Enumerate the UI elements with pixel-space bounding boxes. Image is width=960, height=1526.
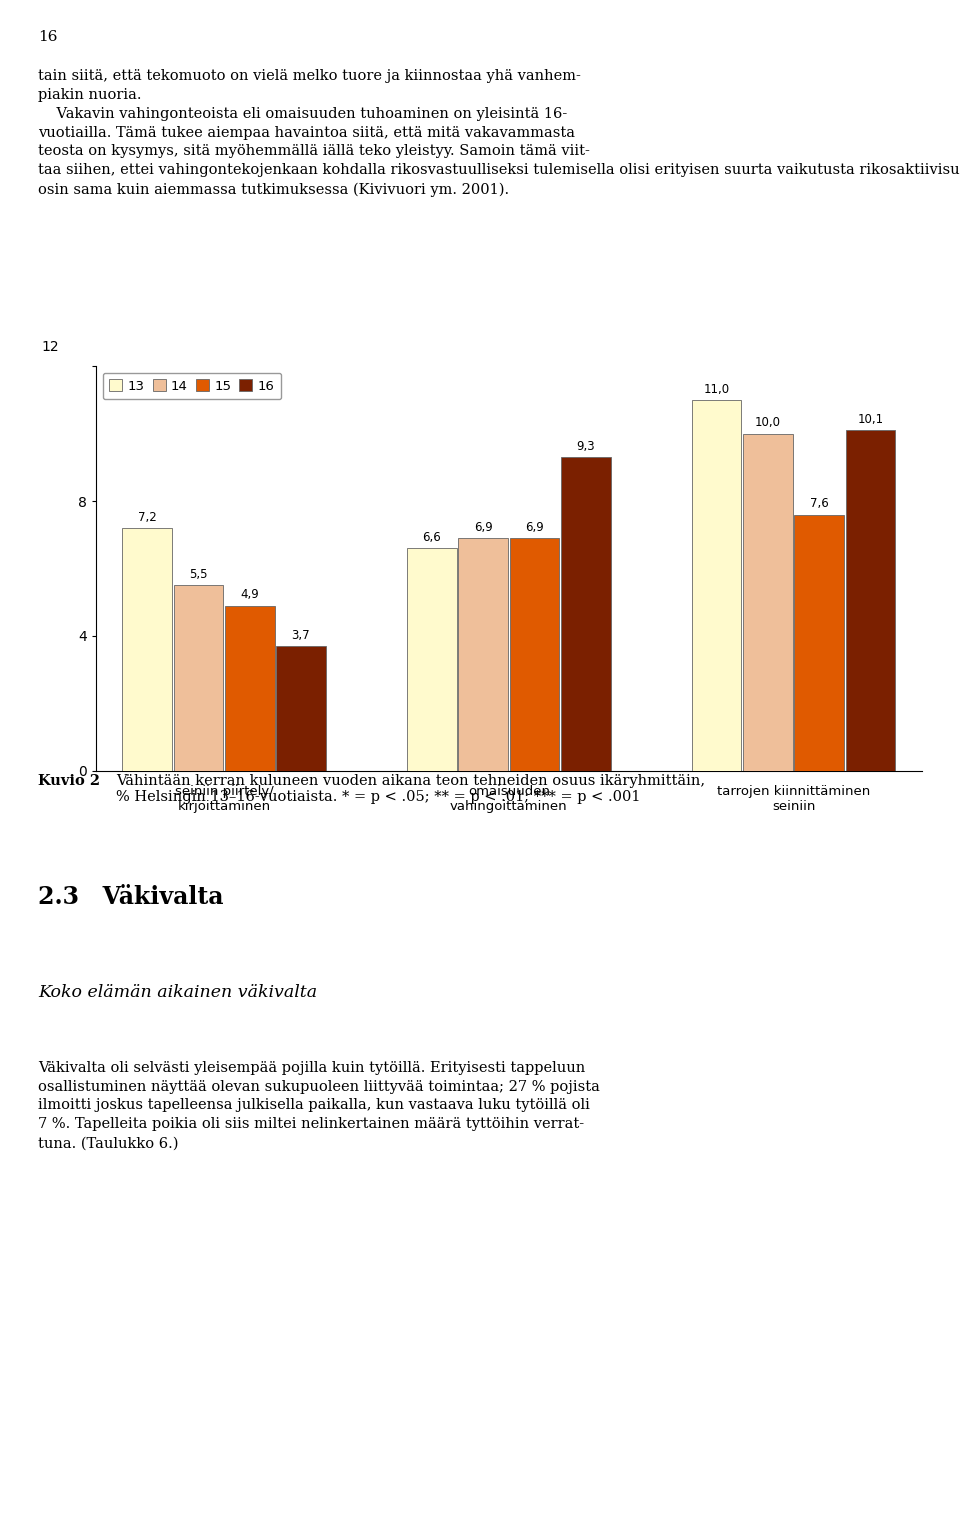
Bar — [692, 400, 741, 771]
Text: 5,5: 5,5 — [189, 568, 207, 581]
Bar — [225, 606, 275, 771]
Legend: 13, 14, 15, 16: 13, 14, 15, 16 — [103, 372, 281, 400]
Bar — [794, 514, 844, 771]
Text: Vähintään kerran kuluneen vuoden aikana teon tehneiden osuus ikäryhmittäin,
% He: Vähintään kerran kuluneen vuoden aikana … — [116, 774, 706, 804]
Text: Väkivalta oli selvästi yleisempää pojilla kuin tytöillä. Erityisesti tappeluun
o: Väkivalta oli selvästi yleisempää pojill… — [38, 1061, 600, 1151]
Text: 2.3 Väkivalta: 2.3 Väkivalta — [38, 885, 224, 909]
Text: Koko elämän aikainen väkivalta: Koko elämän aikainen väkivalta — [38, 984, 318, 1001]
Bar — [458, 539, 508, 771]
Text: 12: 12 — [42, 340, 60, 354]
Text: 3,7: 3,7 — [292, 629, 310, 641]
Text: 10,1: 10,1 — [857, 414, 883, 426]
Text: Kuvio 2: Kuvio 2 — [38, 774, 101, 787]
Bar — [561, 458, 611, 771]
Bar — [743, 433, 793, 771]
Text: 4,9: 4,9 — [240, 588, 259, 601]
Bar — [510, 539, 560, 771]
Bar — [846, 430, 896, 771]
Text: 16: 16 — [38, 29, 58, 44]
Bar — [276, 645, 325, 771]
Text: tain siitä, että tekomuoto on vielä melko tuore ja kiinnostaa yhä vanhem-
piakin: tain siitä, että tekomuoto on vielä melk… — [38, 69, 960, 197]
Text: 6,9: 6,9 — [525, 520, 543, 534]
Text: 9,3: 9,3 — [576, 439, 595, 453]
Text: 6,9: 6,9 — [474, 520, 492, 534]
Text: 6,6: 6,6 — [422, 531, 442, 543]
Text: 10,0: 10,0 — [755, 417, 780, 429]
Bar — [407, 548, 457, 771]
Bar — [174, 586, 224, 771]
Text: 11,0: 11,0 — [704, 383, 730, 395]
Text: 7,6: 7,6 — [809, 497, 828, 510]
Text: 7,2: 7,2 — [138, 511, 156, 523]
Bar — [122, 528, 172, 771]
